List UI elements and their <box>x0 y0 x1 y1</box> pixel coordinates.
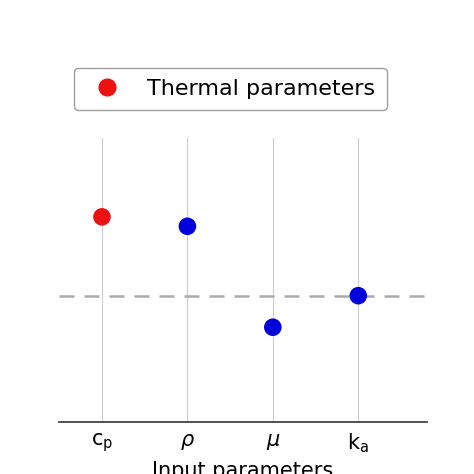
Point <box>269 323 277 331</box>
Point <box>355 292 362 300</box>
Legend: Thermal parameters: Thermal parameters <box>74 68 387 110</box>
Point <box>98 213 106 220</box>
Point <box>183 222 191 230</box>
X-axis label: Input parameters: Input parameters <box>152 461 334 474</box>
